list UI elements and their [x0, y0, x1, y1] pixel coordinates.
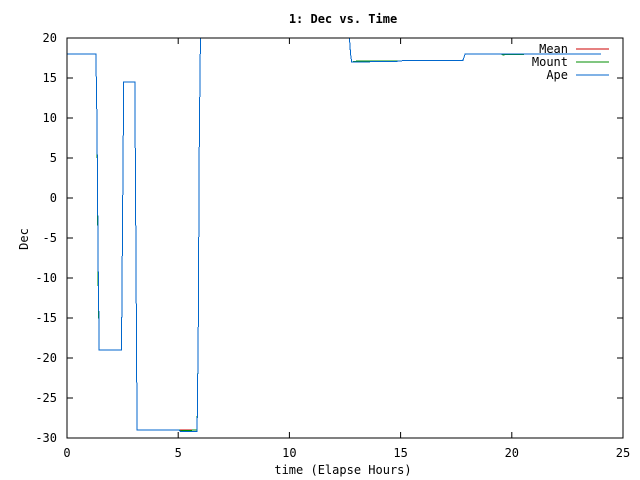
- x-tick-label: 5: [175, 446, 182, 460]
- chart-title: 1: Dec vs. Time: [289, 12, 397, 26]
- x-tick-label: 0: [63, 446, 70, 460]
- y-tick-label: 10: [43, 111, 57, 125]
- y-tick-label: 15: [43, 71, 57, 85]
- legend-label-ape: Ape: [546, 68, 568, 82]
- y-tick-label: -30: [35, 431, 57, 445]
- y-tick-label: -15: [35, 311, 57, 325]
- y-axis: -30 -25 -20 -15 -10 -5 0 5 10 15 20: [35, 31, 623, 445]
- y-tick-label: -5: [43, 231, 57, 245]
- y-axis-label: Dec: [17, 228, 31, 250]
- x-axis-label: time (Elapse Hours): [274, 463, 411, 477]
- x-axis: 0 5 10 15 20 25: [63, 38, 630, 460]
- y-tick-label: 20: [43, 31, 57, 45]
- plot-frame: [66, 37, 624, 439]
- x-tick-label: 10: [282, 446, 296, 460]
- y-tick-label: 0: [50, 191, 57, 205]
- plot-area: [67, 37, 601, 433]
- x-tick-label: 15: [393, 446, 407, 460]
- x-tick-label: 25: [616, 446, 630, 460]
- y-tick-label: -25: [35, 391, 57, 405]
- legend-label-mount: Mount: [532, 55, 568, 69]
- y-tick-label: -10: [35, 271, 57, 285]
- legend-label-mean: Mean: [539, 42, 568, 56]
- y-tick-label: 5: [50, 151, 57, 165]
- x-tick-label: 20: [505, 446, 519, 460]
- series-line-mean: [67, 37, 601, 431]
- series-line-ape: [67, 37, 601, 433]
- y-tick-label: -20: [35, 351, 57, 365]
- series-line-mount: [67, 37, 601, 432]
